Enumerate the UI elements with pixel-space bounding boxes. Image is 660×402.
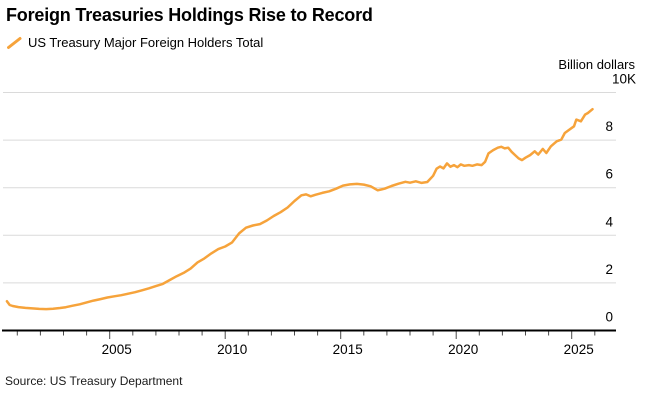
y-tick-label: 0 <box>605 310 613 325</box>
legend-series-label: US Treasury Major Foreign Holders Total <box>28 35 264 50</box>
legend-slash-icon <box>7 36 22 49</box>
legend: US Treasury Major Foreign Holders Total <box>7 35 263 50</box>
y-tick-label: 8 <box>605 119 613 134</box>
y-tick-label: 2 <box>605 262 613 277</box>
chart-title: Foreign Treasuries Holdings Rise to Reco… <box>6 5 373 25</box>
series-line <box>5 107 594 311</box>
axis-unit-label: Billion dollars <box>558 57 635 72</box>
x-tick-label: 2015 <box>333 342 363 357</box>
y-tick-label: 4 <box>605 214 613 229</box>
x-tick-label: 2010 <box>217 342 247 357</box>
x-tick-label: 2025 <box>564 342 594 357</box>
source-note: Source: US Treasury Department <box>5 374 183 388</box>
y-tick-label: 10K <box>612 72 636 87</box>
x-tick-label: 2005 <box>102 342 132 357</box>
y-tick-label: 6 <box>605 167 613 182</box>
x-tick-label: 2020 <box>448 342 478 357</box>
